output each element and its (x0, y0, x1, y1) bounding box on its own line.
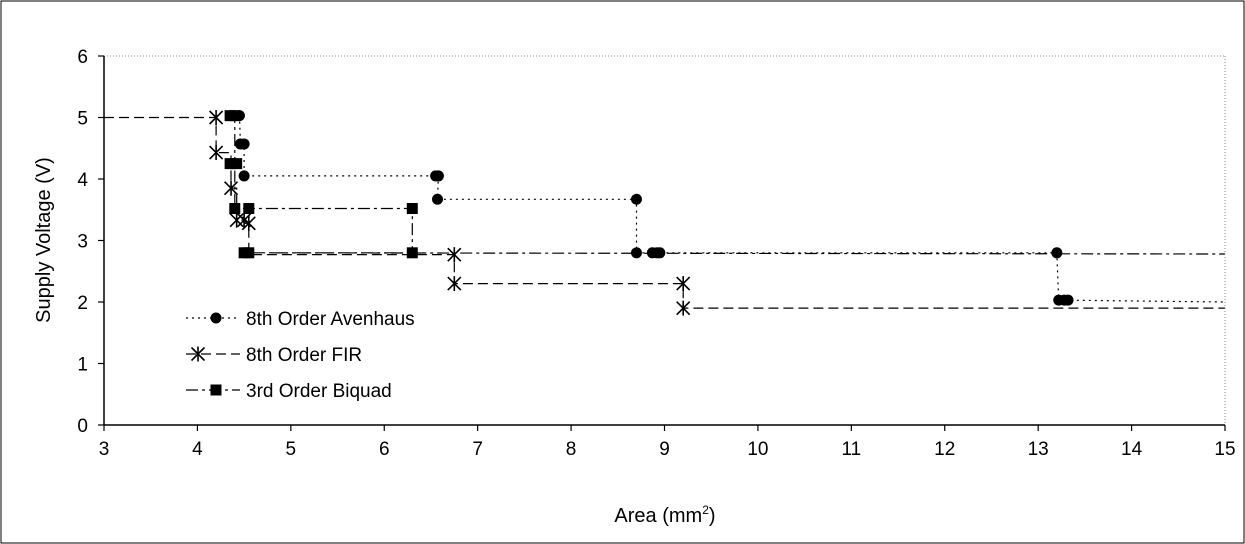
legend: 8th Order Avenhaus 8th Order FIR 3rd Order… (186, 309, 415, 402)
x-tick-label: 7 (472, 439, 483, 460)
x-axis-label: Area (mm2) (614, 503, 715, 527)
x-tick-label: 9 (659, 439, 670, 460)
data-point (630, 247, 642, 259)
y-axis-label: Supply Voltage (V) (33, 157, 55, 323)
y-tick-label: 4 (77, 170, 88, 191)
data-point (243, 247, 255, 259)
data-point (209, 110, 224, 125)
data-point (209, 145, 224, 161)
y-tick-label: 6 (77, 47, 88, 68)
x-axis-label-sup: 2 (702, 503, 709, 517)
x-tick-label: 12 (934, 439, 955, 460)
data-point (630, 193, 642, 205)
x-tick-label: 8 (566, 439, 577, 460)
x-tick-label: 6 (379, 439, 390, 460)
legend-label: 8th Order Avenhaus (246, 309, 415, 330)
legend-item-0: 8th Order Avenhaus (186, 309, 415, 330)
data-point (231, 158, 243, 170)
x-tick-label: 5 (286, 439, 297, 460)
data-point (1051, 247, 1063, 259)
series-line (230, 115, 1226, 255)
data-point (406, 203, 418, 215)
data-point (229, 203, 241, 215)
data-point (447, 276, 462, 292)
y-tick-label: 2 (77, 293, 88, 314)
data-point (654, 247, 666, 259)
data-point (1062, 294, 1074, 306)
data-point (229, 110, 241, 122)
legend-marker (190, 346, 206, 362)
y-tick-label: 1 (77, 355, 88, 376)
legend-marker (210, 312, 222, 324)
x-tick-label: 15 (1214, 439, 1235, 460)
legend-item-2: 3rd Order Biquad (186, 381, 392, 402)
data-point (223, 180, 239, 196)
data-point (238, 138, 250, 150)
x-tick-label: 3 (99, 439, 110, 460)
plot-area (104, 110, 1226, 316)
data-point (447, 247, 462, 263)
data-point (432, 170, 444, 182)
legend-item-1: 8th Order FIR (186, 345, 362, 366)
data-point (241, 215, 256, 231)
data-point (243, 203, 255, 215)
data-point (406, 247, 418, 259)
y-tick-label: 5 (77, 109, 88, 130)
data-point (238, 170, 250, 182)
data-point (431, 193, 443, 205)
data-point (676, 300, 691, 316)
legend-marker (210, 384, 222, 396)
series-1 (104, 110, 1225, 316)
legend-label: 3rd Order Biquad (246, 381, 392, 402)
y-tick-label: 3 (77, 232, 88, 253)
x-tick-label: 13 (1028, 439, 1049, 460)
x-tick-label: 14 (1121, 439, 1143, 460)
data-point (229, 212, 244, 228)
legend-label: 8th Order FIR (246, 345, 362, 366)
x-tick-label: 10 (747, 439, 768, 460)
data-point (224, 158, 236, 170)
x-axis-label-close: ) (709, 505, 716, 527)
y-tick-label: 0 (77, 416, 88, 437)
x-axis-label-main: Area (mm (614, 505, 702, 527)
x-tick-label: 4 (192, 439, 203, 460)
series-2 (224, 110, 1226, 259)
x-tick-label: 11 (841, 439, 861, 460)
data-point (676, 276, 691, 292)
